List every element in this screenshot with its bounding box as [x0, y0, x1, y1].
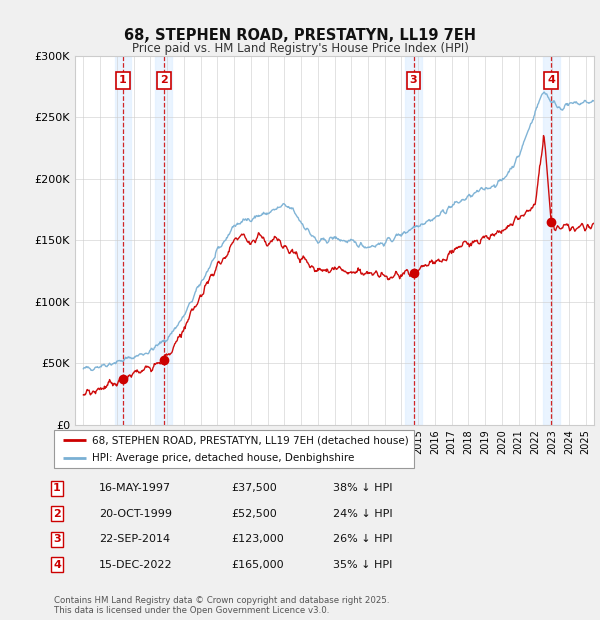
Bar [155, 56, 172, 425]
Text: 3: 3 [410, 76, 418, 86]
Text: Contains HM Land Registry data © Crown copyright and database right 2025.
This d: Contains HM Land Registry data © Crown c… [54, 596, 389, 615]
Bar [405, 56, 422, 425]
Text: 3: 3 [53, 534, 61, 544]
Text: 4: 4 [53, 559, 61, 570]
Text: 15-DEC-2022: 15-DEC-2022 [99, 559, 173, 570]
Text: 38% ↓ HPI: 38% ↓ HPI [333, 483, 392, 494]
Text: £37,500: £37,500 [231, 483, 277, 494]
Text: HPI: Average price, detached house, Denbighshire: HPI: Average price, detached house, Denb… [92, 453, 354, 463]
Text: £52,500: £52,500 [231, 508, 277, 519]
Text: £123,000: £123,000 [231, 534, 284, 544]
Text: 1: 1 [53, 483, 61, 494]
Text: 20-OCT-1999: 20-OCT-1999 [99, 508, 172, 519]
Text: 24% ↓ HPI: 24% ↓ HPI [333, 508, 392, 519]
Text: 1: 1 [119, 76, 127, 86]
Bar [543, 56, 560, 425]
Text: 4: 4 [547, 76, 555, 86]
Text: 68, STEPHEN ROAD, PRESTATYN, LL19 7EH (detached house): 68, STEPHEN ROAD, PRESTATYN, LL19 7EH (d… [92, 435, 409, 445]
Text: 22-SEP-2014: 22-SEP-2014 [99, 534, 170, 544]
Text: 35% ↓ HPI: 35% ↓ HPI [333, 559, 392, 570]
Text: 26% ↓ HPI: 26% ↓ HPI [333, 534, 392, 544]
Text: Price paid vs. HM Land Registry's House Price Index (HPI): Price paid vs. HM Land Registry's House … [131, 42, 469, 55]
Text: 2: 2 [53, 508, 61, 519]
Bar [115, 56, 131, 425]
FancyBboxPatch shape [54, 430, 414, 468]
Text: 16-MAY-1997: 16-MAY-1997 [99, 483, 171, 494]
Text: 68, STEPHEN ROAD, PRESTATYN, LL19 7EH: 68, STEPHEN ROAD, PRESTATYN, LL19 7EH [124, 28, 476, 43]
Text: 2: 2 [160, 76, 167, 86]
Text: £165,000: £165,000 [231, 559, 284, 570]
